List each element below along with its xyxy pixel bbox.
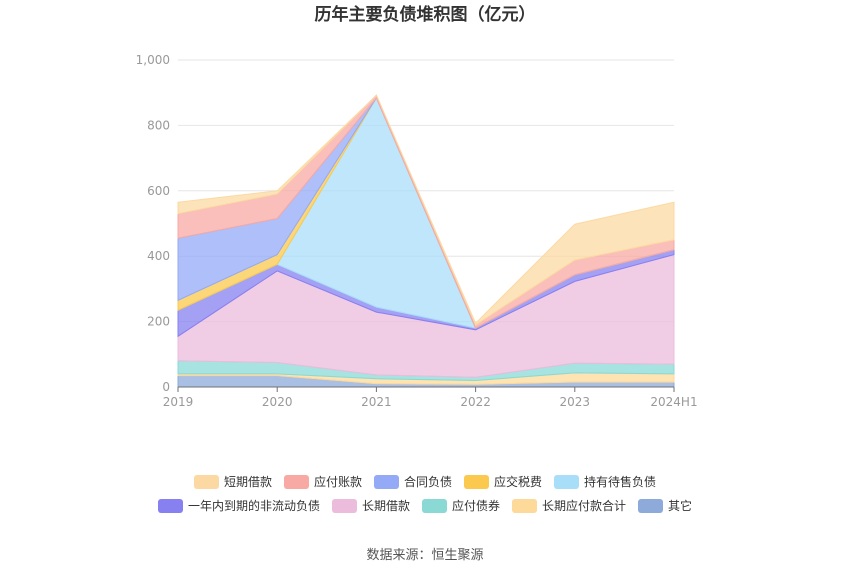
legend-label: 合同负债 [404,474,452,489]
x-tick-label: 2021 [361,395,392,409]
legend-swatch [194,475,219,489]
y-tick-label: 200 [147,315,170,329]
legend-item[interactable]: 其它 [638,498,692,513]
x-tick-label: 2023 [560,395,591,409]
chart-title: 历年主要负债堆积图（亿元） [315,4,536,25]
legend-item[interactable]: 应交税费 [464,474,542,489]
legend-label: 应付账款 [314,474,362,489]
legend-swatch [374,475,399,489]
legend-swatch [422,499,447,513]
legend-label: 持有待售负债 [584,474,656,489]
legend-label: 短期借款 [224,475,272,489]
area-series [177,94,675,388]
x-tick-label: 2022 [460,395,491,409]
legend-label: 一年内到期的非流动负债 [188,498,320,513]
legend-swatch [554,475,579,489]
legend-item[interactable]: 合同负债 [374,474,452,489]
legend-item[interactable]: 应付账款 [284,474,362,489]
legend-swatch [284,475,309,489]
x-tick-label: 2024H1 [650,395,697,409]
legend-swatch [638,499,663,513]
y-tick-label: 800 [147,118,170,132]
axes: 0 200 400 600 800 1,000 2019 2020 2021 2022 2023 20… [136,53,698,409]
legend-item[interactable]: 长期应付款合计 [512,498,626,513]
x-tick-label: 2019 [163,395,194,409]
legend-swatch [512,499,537,513]
y-tick-label: 600 [147,184,170,198]
legend-item[interactable]: 应付债券 [422,498,500,513]
area-短期借款 [177,94,675,326]
legend-label: 应交税费 [494,474,542,489]
legend-item[interactable]: 一年内到期的非流动负债 [158,498,320,513]
legend-swatch [332,499,357,513]
legend-label: 应付债券 [452,498,500,513]
legend-item[interactable]: 长期借款 [332,499,410,513]
legend-swatch [158,499,183,513]
legend-label: 长期应付款合计 [542,498,626,513]
y-tick-label: 1,000 [136,53,170,67]
data-source: 数据来源：恒生聚源 [366,548,483,563]
legend-label: 长期借款 [362,499,410,513]
x-tick-label: 2020 [262,395,293,409]
legend-item[interactable]: 持有待售负债 [554,474,656,489]
legend-item[interactable]: 短期借款 [194,475,272,489]
y-tick-label: 0 [162,380,170,394]
legend-swatch [464,475,489,489]
y-tick-label: 400 [147,249,170,263]
legend-label: 其它 [668,498,692,513]
